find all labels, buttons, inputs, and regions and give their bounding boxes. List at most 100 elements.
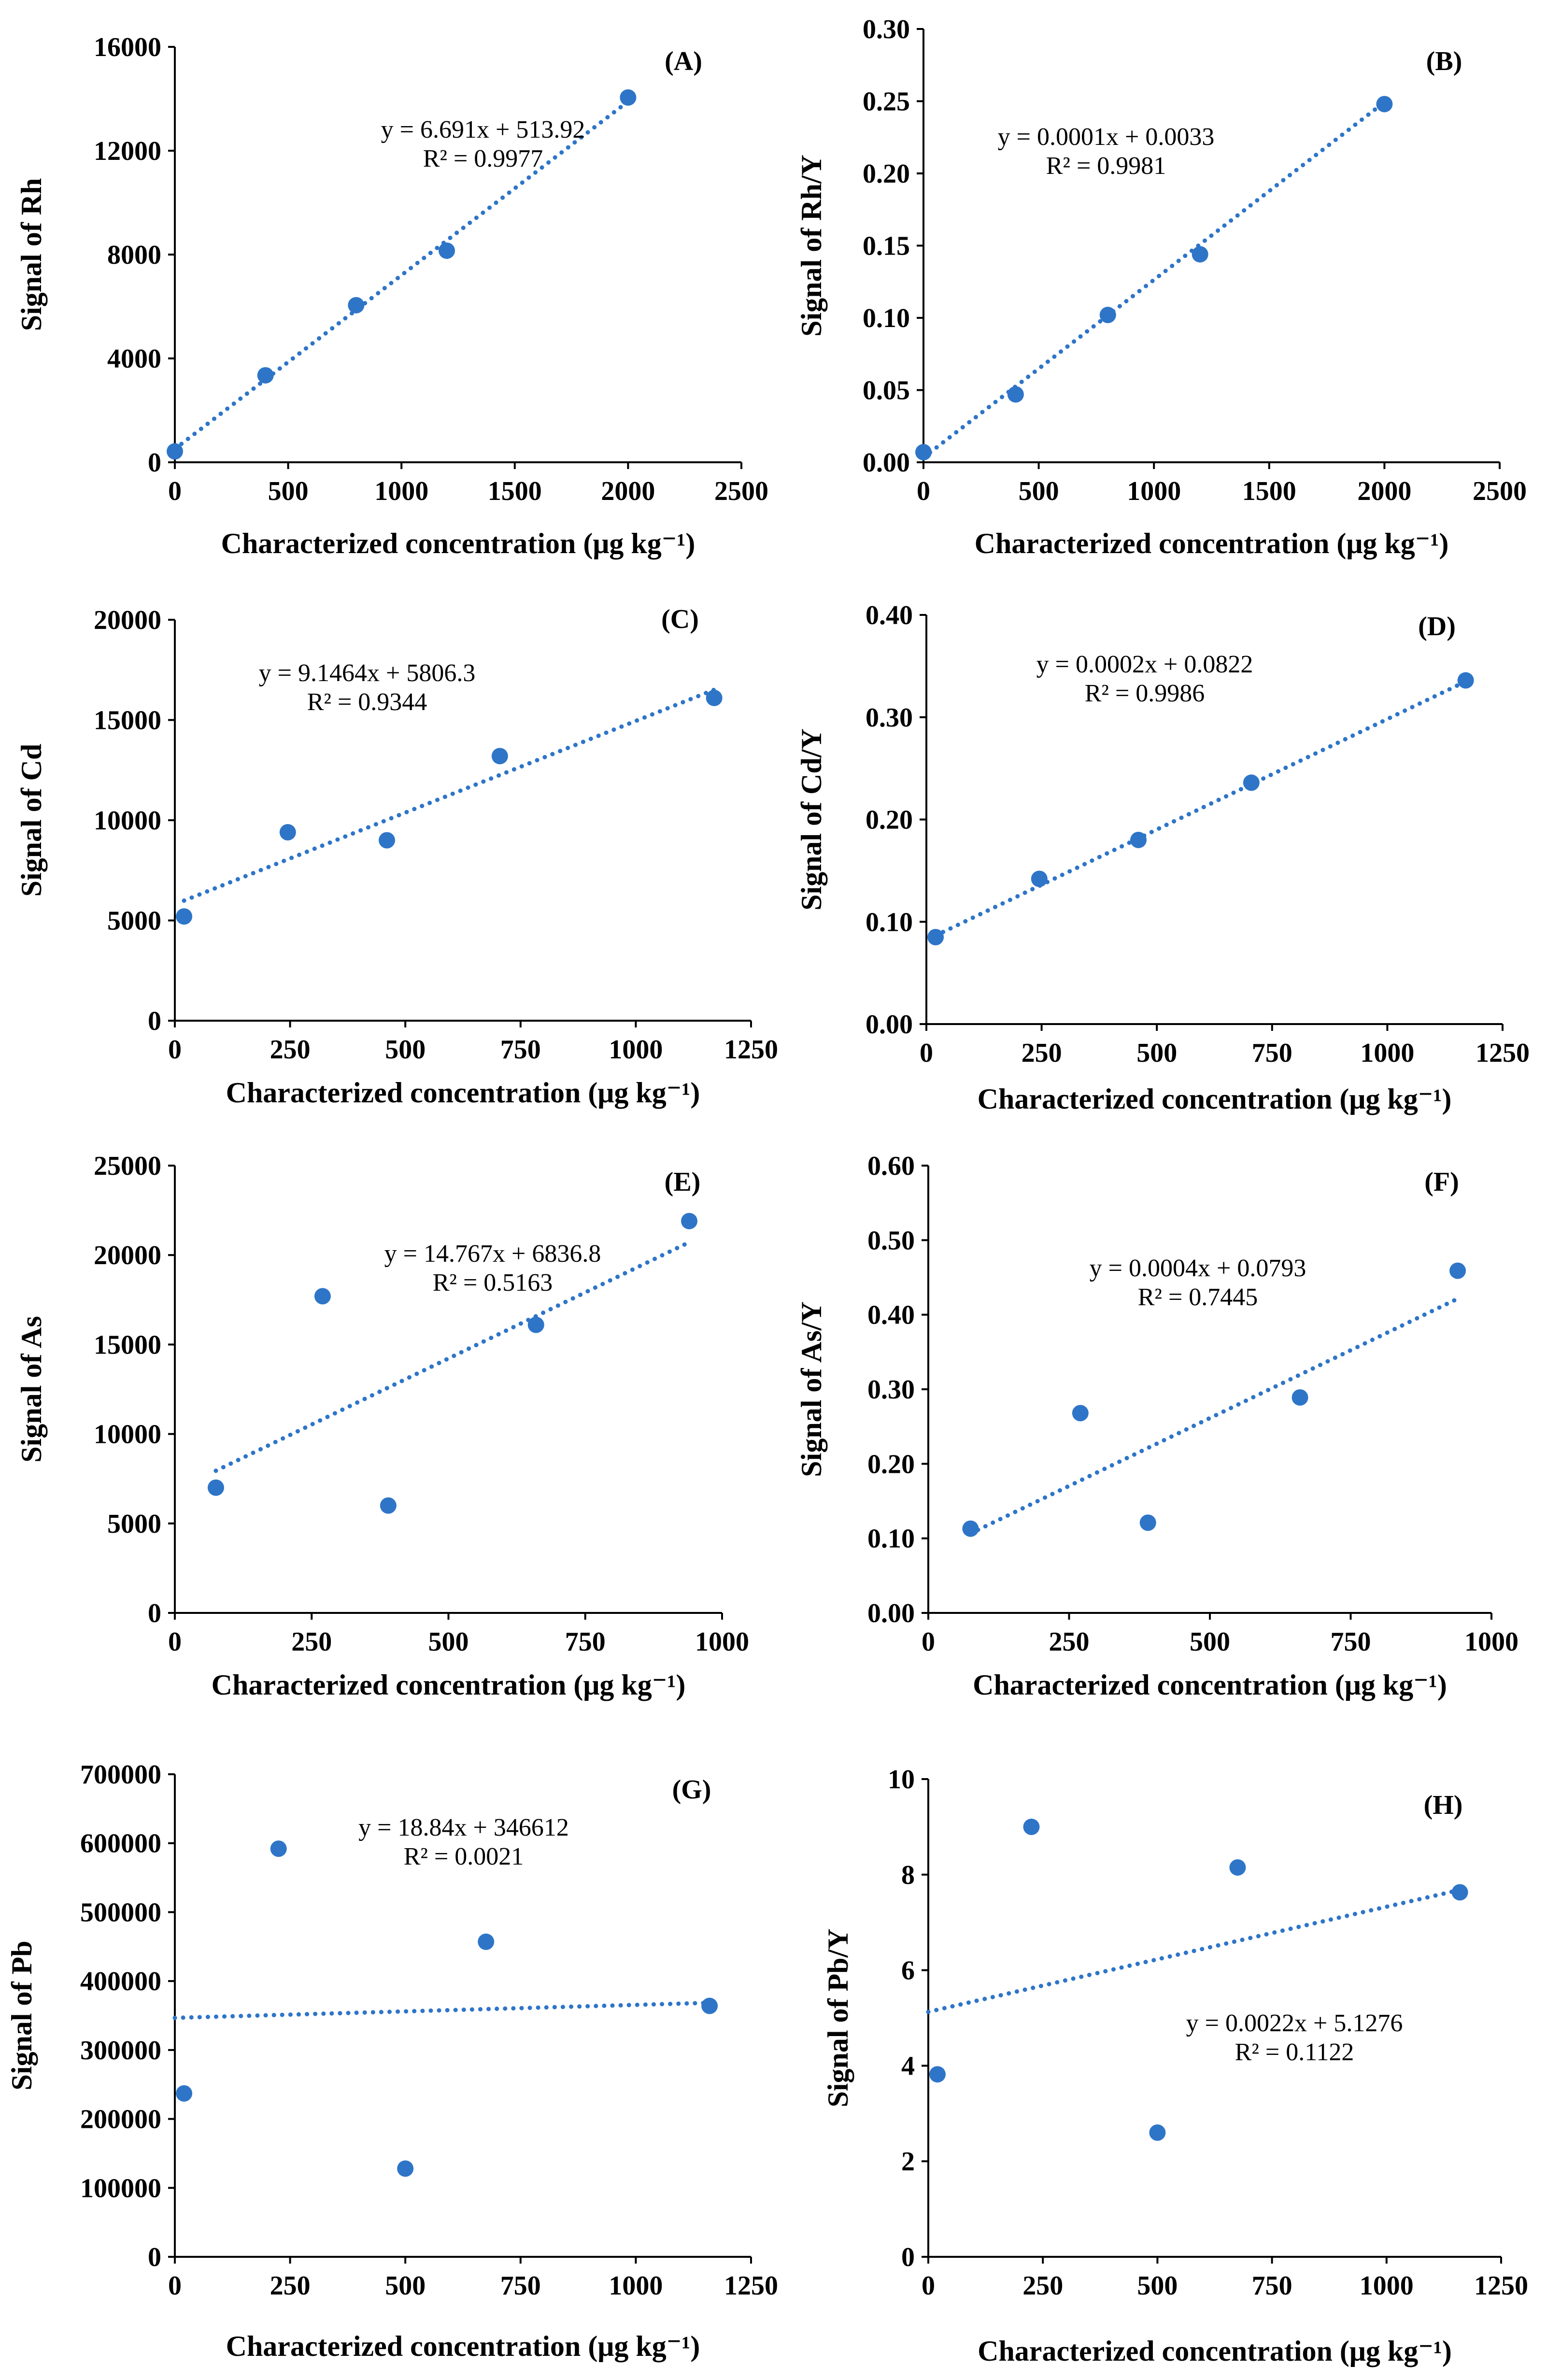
y-tick-label: 10 <box>888 1765 915 1795</box>
x-tick-label: 0 <box>168 1627 182 1657</box>
y-tick-label: 20000 <box>94 1240 161 1270</box>
x-tick-label: 250 <box>291 1627 332 1657</box>
y-tick-label: 0.15 <box>863 231 910 261</box>
data-point <box>176 2085 193 2102</box>
panel-label: (F) <box>1424 1167 1459 1197</box>
regression-equation: y = 14.767x + 6836.8 <box>384 1240 601 1268</box>
x-tick-label: 750 <box>500 2271 541 2301</box>
x-tick-label: 250 <box>270 1035 311 1065</box>
y-tick-label: 300000 <box>80 2036 161 2066</box>
panel-label: (A) <box>665 46 702 76</box>
panel-label: (H) <box>1424 1790 1463 1820</box>
data-point <box>927 929 944 946</box>
r-squared: R² = 0.5163 <box>433 1269 553 1297</box>
data-point <box>1139 1514 1156 1531</box>
data-point <box>915 444 932 461</box>
x-tick-label: 2500 <box>1473 476 1527 506</box>
y-axis-title: Signal of Cd/Y <box>795 728 827 911</box>
y-tick-label: 10000 <box>94 1420 161 1450</box>
y-tick-label: 0 <box>148 2242 161 2272</box>
data-point <box>257 367 274 384</box>
y-tick-label: 10000 <box>94 806 161 836</box>
data-point <box>1130 831 1147 848</box>
x-axis-title: Characterized concentration (μg kg⁻¹) <box>212 1669 686 1701</box>
regression-equation: y = 6.691x + 513.92 <box>381 116 585 143</box>
data-point <box>681 1212 698 1229</box>
y-tick-label: 4 <box>901 2051 915 2081</box>
x-tick-label: 1000 <box>1360 2271 1414 2301</box>
data-point <box>1449 1262 1466 1279</box>
x-tick-label: 1000 <box>609 2271 663 2301</box>
x-tick-label: 2000 <box>601 476 655 506</box>
y-tick-label: 0 <box>148 1598 161 1628</box>
x-tick-label: 0 <box>920 1038 933 1068</box>
x-tick-label: 750 <box>1252 1038 1292 1068</box>
data-point <box>1457 672 1474 689</box>
y-tick-label: 200000 <box>80 2105 161 2135</box>
y-tick-label: 0.10 <box>866 907 913 937</box>
y-axis-title: Signal of Rh <box>15 178 47 331</box>
y-tick-label: 0.30 <box>866 703 913 733</box>
chart-panel: 0.00 0.05 0.10 0.15 0.20 0.25 0.30 0 500 1000 1500… <box>795 14 1527 559</box>
x-axis-title: Characterized concentration (μg kg⁻¹) <box>221 527 695 559</box>
y-tick-label: 0.00 <box>867 1598 915 1628</box>
x-tick-label: 0 <box>917 476 930 506</box>
y-axis-title: Signal of Cd <box>15 744 47 897</box>
y-tick-label: 5000 <box>107 1509 161 1539</box>
x-tick-label: 750 <box>500 1035 541 1065</box>
y-tick-label: 0.30 <box>867 1375 915 1405</box>
trendline <box>921 100 1387 460</box>
y-tick-label: 0.50 <box>867 1226 915 1255</box>
y-axis-title: Signal of Pb/Y <box>822 1928 854 2107</box>
x-tick-label: 1250 <box>724 2271 778 2301</box>
r-squared: R² = 0.9344 <box>307 688 427 716</box>
y-tick-label: 0.60 <box>867 1151 915 1181</box>
data-point <box>1031 870 1048 887</box>
panel-label: (E) <box>665 1167 701 1197</box>
x-tick-label: 1500 <box>488 476 542 506</box>
data-point <box>1149 2124 1166 2141</box>
trendline <box>933 679 1468 938</box>
x-tick-label: 500 <box>385 2271 426 2301</box>
y-tick-label: 0.05 <box>863 376 910 406</box>
x-tick-label: 500 <box>268 476 309 506</box>
data-point <box>1072 1405 1089 1422</box>
x-tick-label: 500 <box>1137 2271 1178 2301</box>
data-point <box>962 1520 979 1537</box>
panel-label: (D) <box>1418 612 1456 641</box>
x-tick-label: 0 <box>922 2271 935 2301</box>
x-tick-label: 1000 <box>374 476 428 506</box>
y-axis-title: Signal of As/Y <box>795 1301 827 1477</box>
y-tick-label: 0 <box>148 448 161 478</box>
data-point <box>620 89 637 106</box>
x-tick-label: 500 <box>385 1035 426 1065</box>
x-tick-label: 750 <box>1331 1627 1371 1657</box>
data-point <box>929 2066 946 2083</box>
data-point <box>1192 246 1208 263</box>
y-tick-label: 25000 <box>94 1151 161 1181</box>
data-point <box>1376 96 1393 113</box>
x-tick-label: 1250 <box>724 1035 778 1065</box>
data-point <box>176 908 193 925</box>
x-axis-title: Characterized concentration (μg kg⁻¹) <box>975 527 1449 559</box>
x-tick-label: 750 <box>565 1627 606 1657</box>
panel-label: (G) <box>672 1775 711 1805</box>
data-point <box>1023 1818 1040 1835</box>
y-tick-label: 700000 <box>80 1760 161 1790</box>
y-tick-label: 15000 <box>94 1330 161 1360</box>
chart-panel: 0 5000 10000 15000 20000 25000 0 250 500 750 1000 C… <box>15 1151 749 1701</box>
data-point <box>701 1997 718 2014</box>
data-point <box>314 1288 331 1305</box>
y-tick-label: 100000 <box>80 2173 161 2203</box>
trendline <box>213 1240 692 1473</box>
y-axis-title: Signal of Rh/Y <box>795 155 827 337</box>
y-axis-title: Signal of Pb <box>6 1940 38 2090</box>
r-squared: R² = 0.0021 <box>404 1843 524 1870</box>
y-tick-label: 0.20 <box>866 805 913 835</box>
y-tick-label: 5000 <box>107 906 161 936</box>
data-point <box>279 824 296 841</box>
r-squared: R² = 0.9981 <box>1046 152 1166 180</box>
regression-equation: y = 18.84x + 346612 <box>358 1814 569 1841</box>
data-point <box>207 1479 224 1496</box>
